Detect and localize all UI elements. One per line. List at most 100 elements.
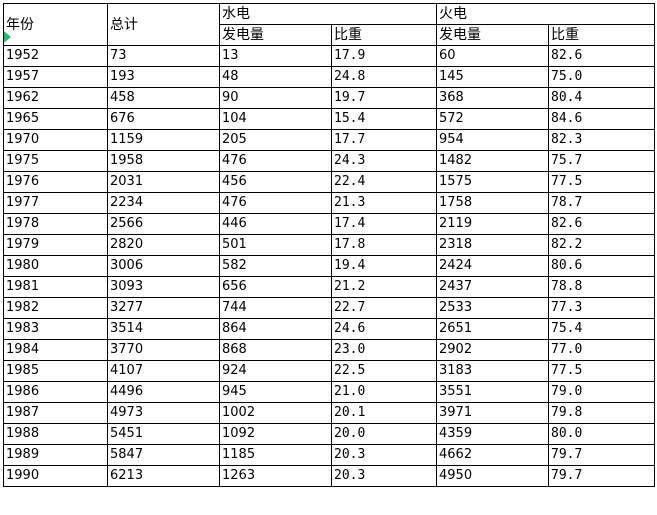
cell-thermal-generation: 2119 — [436, 213, 549, 235]
cell-thermal-ratio: 79.8 — [548, 402, 655, 424]
cell-thermal-ratio: 78.7 — [548, 192, 655, 214]
cell-total: 4973 — [107, 402, 220, 424]
cell-total: 2820 — [107, 234, 220, 256]
cell-year: 1988 — [3, 423, 108, 445]
cell-hydro-ratio: 20.3 — [331, 465, 437, 487]
cell-total: 193 — [107, 66, 220, 88]
cell-year: 1976 — [3, 171, 108, 193]
cell-total: 2031 — [107, 171, 220, 193]
cell-hydro-ratio: 20.3 — [331, 444, 437, 466]
cell-year: 1977 — [3, 192, 108, 214]
cell-year: 1986 — [3, 381, 108, 403]
table-header: 年份 总计 水电 火电 发电量 比重 发电量 比重 — [3, 3, 655, 46]
table-row: 1970 1159 205 17.7 954 82.3 — [3, 129, 655, 151]
cell-thermal-generation: 3183 — [436, 360, 549, 382]
cell-thermal-generation: 3551 — [436, 381, 549, 403]
cell-hydro-ratio: 24.8 — [331, 66, 437, 88]
cell-thermal-ratio: 77.5 — [548, 360, 655, 382]
table-row: 1987 4973 1002 20.1 3971 79.8 — [3, 402, 655, 424]
cell-hydro-generation: 501 — [219, 234, 332, 256]
cell-hydro-ratio: 17.4 — [331, 213, 437, 235]
table-row: 1980 3006 582 19.4 2424 80.6 — [3, 255, 655, 277]
cell-hydro-ratio: 22.7 — [331, 297, 437, 319]
table-row: 1976 2031 456 22.4 1575 77.5 — [3, 171, 655, 193]
header-row-sub: 发电量 比重 发电量 比重 — [4, 24, 655, 46]
cell-hydro-ratio: 22.4 — [331, 171, 437, 193]
cell-hydro-generation: 945 — [219, 381, 332, 403]
cell-thermal-ratio: 77.3 — [548, 297, 655, 319]
table-row: 1965 676 104 15.4 572 84.6 — [3, 108, 655, 130]
cell-total: 4107 — [107, 360, 220, 382]
table-row: 1983 3514 864 24.6 2651 75.4 — [3, 318, 655, 340]
cell-thermal-ratio: 84.6 — [548, 108, 655, 130]
cell-thermal-generation: 2651 — [436, 318, 549, 340]
cell-thermal-generation: 145 — [436, 66, 549, 88]
cell-year: 1962 — [3, 87, 108, 109]
cell-hydro-ratio: 19.4 — [331, 255, 437, 277]
table-row: 1978 2566 446 17.4 2119 82.6 — [3, 213, 655, 235]
header-thermal-cell: 火电 — [436, 3, 655, 25]
cell-year: 1987 — [3, 402, 108, 424]
cell-hydro-ratio: 17.9 — [331, 45, 437, 67]
cell-hydro-ratio: 21.3 — [331, 192, 437, 214]
cell-thermal-generation: 572 — [436, 108, 549, 130]
cell-year: 1965 — [3, 108, 108, 130]
cell-thermal-generation: 2437 — [436, 276, 549, 298]
cell-total: 1159 — [107, 129, 220, 151]
cell-thermal-generation: 4662 — [436, 444, 549, 466]
cell-thermal-ratio: 79.7 — [548, 444, 655, 466]
cell-thermal-generation: 60 — [436, 45, 549, 67]
cell-hydro-ratio: 20.1 — [331, 402, 437, 424]
cell-hydro-generation: 656 — [219, 276, 332, 298]
header-hydro: 水电 — [222, 6, 250, 22]
cell-hydro-generation: 446 — [219, 213, 332, 235]
cell-total: 458 — [107, 87, 220, 109]
cell-hydro-generation: 205 — [219, 129, 332, 151]
cell-hydro-generation: 864 — [219, 318, 332, 340]
table-row: 1979 2820 501 17.8 2318 82.2 — [3, 234, 655, 256]
header-year-cell: 年份 — [3, 3, 108, 46]
cell-thermal-ratio: 79.0 — [548, 381, 655, 403]
cell-hydro-generation: 456 — [219, 171, 332, 193]
cell-thermal-generation: 368 — [436, 87, 549, 109]
table-row: 1982 3277 744 22.7 2533 77.3 — [3, 297, 655, 319]
cell-hydro-generation: 476 — [219, 192, 332, 214]
cell-hydro-generation: 1002 — [219, 402, 332, 424]
cell-hydro-ratio: 17.7 — [331, 129, 437, 151]
cell-thermal-generation: 1758 — [436, 192, 549, 214]
cell-thermal-generation: 1575 — [436, 171, 549, 193]
table-row: 1977 2234 476 21.3 1758 78.7 — [3, 192, 655, 214]
cell-hydro-ratio: 21.2 — [331, 276, 437, 298]
cell-hydro-generation: 1185 — [219, 444, 332, 466]
cell-hydro-ratio: 24.6 — [331, 318, 437, 340]
header-hydro-ratio: 比重 — [331, 24, 437, 46]
cell-thermal-ratio: 80.4 — [548, 87, 655, 109]
cell-total: 3514 — [107, 318, 220, 340]
cell-hydro-ratio: 22.5 — [331, 360, 437, 382]
cell-total: 3093 — [107, 276, 220, 298]
cell-hydro-ratio: 19.7 — [331, 87, 437, 109]
cell-hydro-generation: 104 — [219, 108, 332, 130]
cell-total: 5847 — [107, 444, 220, 466]
cell-hydro-generation: 582 — [219, 255, 332, 277]
cell-total: 3006 — [107, 255, 220, 277]
cell-hydro-ratio: 20.0 — [331, 423, 437, 445]
header-total-cell: 总计 — [107, 3, 220, 46]
cell-year: 1982 — [3, 297, 108, 319]
header-thermal: 火电 — [439, 6, 467, 22]
cell-total: 2234 — [107, 192, 220, 214]
cell-year: 1983 — [3, 318, 108, 340]
cell-year: 1978 — [3, 213, 108, 235]
cell-year: 1985 — [3, 360, 108, 382]
header-thermal-generation: 发电量 — [436, 24, 549, 46]
header-year: 年份 — [6, 16, 34, 33]
table-row: 1981 3093 656 21.2 2437 78.8 — [3, 276, 655, 298]
cell-year: 1984 — [3, 339, 108, 361]
green-triangle-marker-icon — [4, 28, 11, 45]
cell-thermal-ratio: 75.7 — [548, 150, 655, 172]
cell-thermal-generation: 3971 — [436, 402, 549, 424]
cell-hydro-ratio: 15.4 — [331, 108, 437, 130]
cell-thermal-ratio: 77.0 — [548, 339, 655, 361]
table-row: 1986 4496 945 21.0 3551 79.0 — [3, 381, 655, 403]
